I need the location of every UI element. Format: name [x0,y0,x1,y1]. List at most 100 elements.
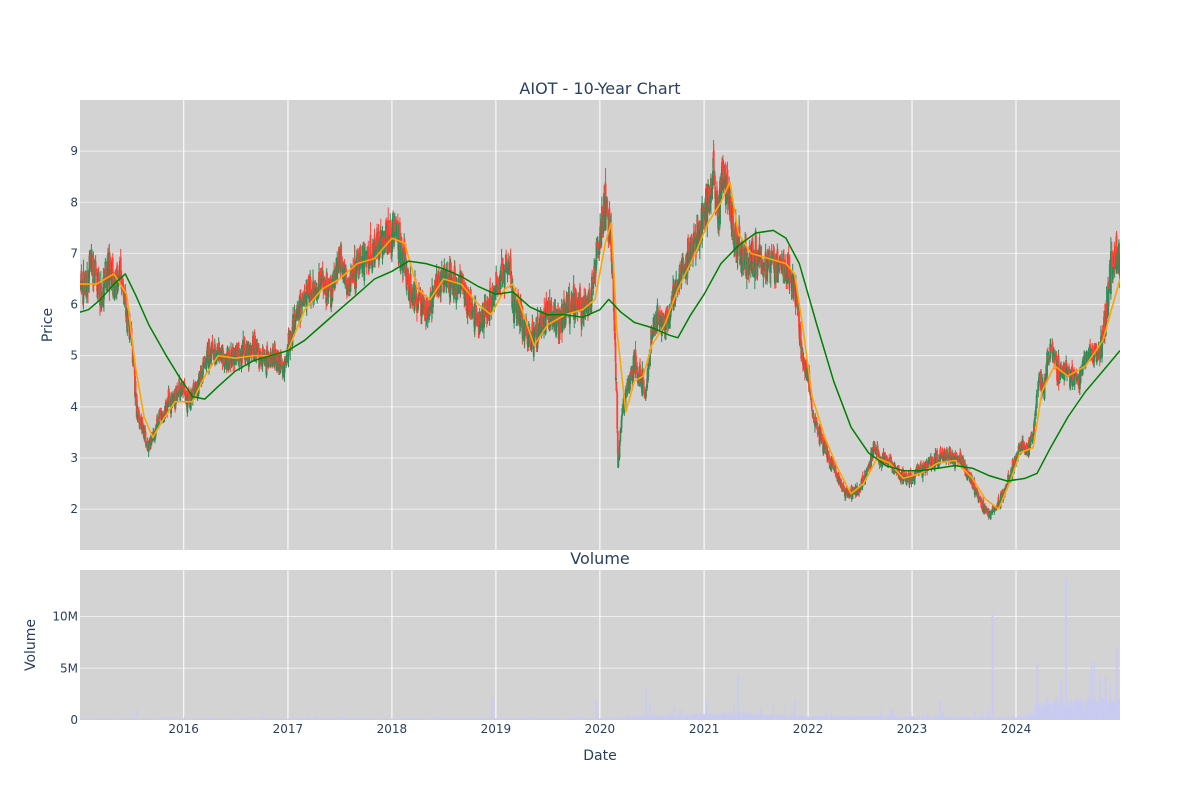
candle-body [872,449,875,456]
candle-body [253,332,256,346]
candle-body [519,298,522,326]
candle-body [210,352,212,363]
candle-body [224,355,227,360]
candle-body [416,296,418,313]
candle-body [461,273,464,292]
candle-body [1000,491,1003,493]
candle-body [146,440,149,451]
candle-body [916,464,919,471]
candle-body [686,238,689,270]
candle-body [920,466,923,469]
candle-body [858,488,861,491]
candle-body [902,477,905,482]
candle-body [1056,367,1058,381]
candle-body [765,256,767,276]
candle-body [980,497,983,508]
candle-body [382,237,384,248]
price-y-tick-labels: 2 3 4 5 6 7 8 9 [70,144,78,516]
candle-body [645,388,648,390]
candle-body [414,281,417,296]
candle-body [309,279,312,301]
candle-body [133,362,136,376]
candle-body [631,370,634,381]
candle-body [510,275,513,288]
candle-body [179,387,182,397]
price-y-tick-label: 9 [70,144,78,158]
candle-body [168,398,171,404]
candle-body [216,346,219,354]
candle-body [350,272,353,282]
candle-body [293,312,296,322]
candle-body [770,250,773,256]
candle-body [185,391,188,395]
candle-body [992,505,995,510]
candle-body [80,270,83,285]
candle-body [188,402,191,406]
candle-body [291,326,294,346]
candle-body [559,316,562,329]
candle-body [318,272,321,284]
candle-body [475,308,478,318]
candle-body [681,258,684,273]
candle-body [224,362,227,365]
candle-body [985,506,988,512]
candle-body [192,393,194,394]
candle-body [844,492,847,498]
candle-body [82,272,85,285]
candle-body [509,258,512,279]
candle-body [378,241,380,261]
candle-body [138,415,141,424]
candle-body [202,362,205,367]
candle-body [826,452,829,460]
candle-body [836,478,839,481]
price-gridlines [80,100,1120,550]
candle-body [613,306,616,331]
candle-body [282,362,285,365]
candle-body [154,435,156,441]
candle-body [656,306,659,331]
candle-body [103,285,105,300]
candle-body [986,510,989,514]
candle-body [273,343,276,357]
candle-body [1043,386,1046,400]
candle-body [647,363,650,377]
candle-body [116,280,119,291]
candle-body [669,314,672,321]
candle-body [675,282,678,293]
candle-body [428,312,430,321]
candle-body [539,317,541,334]
candle-body [463,287,466,300]
candle-body [614,343,617,362]
candle-body [216,346,219,349]
candle-body [641,368,644,396]
candle-body [625,390,628,392]
candle-body [925,462,928,467]
candle-body [1044,377,1046,379]
candle-body [421,296,424,304]
candle-body [296,311,299,313]
candle-body [512,290,515,301]
candle-body [389,227,392,243]
candle-body [723,180,725,187]
candle-body [459,286,462,294]
candle-body [423,308,426,317]
candle-body [276,361,279,372]
candle-body [977,499,980,501]
candle-body [488,303,491,321]
candle-body [768,251,771,269]
candle-body [604,183,607,196]
candle-body [443,276,446,287]
candle-body [1063,368,1066,381]
candle-body [132,361,135,363]
candle-body [603,192,606,211]
candle-body [920,467,923,472]
candle-body [769,262,772,273]
candle-body [741,247,743,275]
candle-body [363,260,366,281]
candle-body [615,378,617,381]
candle-body [706,201,709,225]
candle-body [575,297,578,309]
candle-body [964,462,966,470]
candle-body [794,286,797,307]
candle-body [773,247,775,270]
